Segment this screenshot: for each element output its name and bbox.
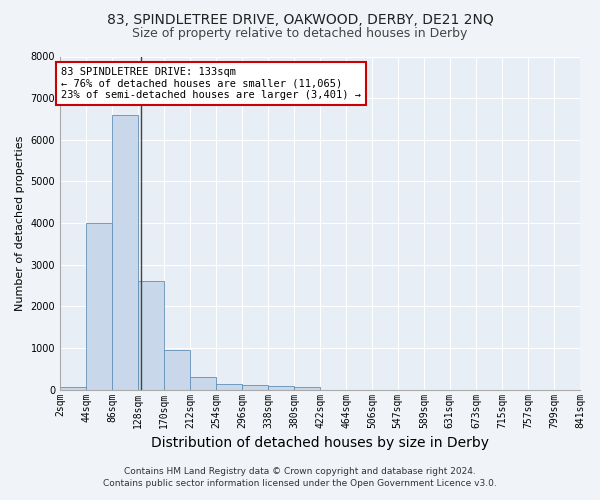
Y-axis label: Number of detached properties: Number of detached properties [15,136,25,311]
Text: Contains HM Land Registry data © Crown copyright and database right 2024.: Contains HM Land Registry data © Crown c… [124,467,476,476]
Text: 83, SPINDLETREE DRIVE, OAKWOOD, DERBY, DE21 2NQ: 83, SPINDLETREE DRIVE, OAKWOOD, DERBY, D… [107,12,493,26]
Bar [164,350,190,390]
Text: 83 SPINDLETREE DRIVE: 133sqm
← 76% of detached houses are smaller (11,065)
23% o: 83 SPINDLETREE DRIVE: 133sqm ← 76% of de… [61,67,361,100]
Bar [138,282,164,390]
Bar [60,386,86,390]
X-axis label: Distribution of detached houses by size in Derby: Distribution of detached houses by size … [151,436,489,450]
Bar [112,115,138,390]
Bar [86,223,112,390]
Bar [295,388,320,390]
Bar [268,386,295,390]
Bar [242,385,268,390]
Text: Contains public sector information licensed under the Open Government Licence v3: Contains public sector information licen… [103,478,497,488]
Bar [190,376,216,390]
Text: Size of property relative to detached houses in Derby: Size of property relative to detached ho… [133,28,467,40]
Bar [216,384,242,390]
